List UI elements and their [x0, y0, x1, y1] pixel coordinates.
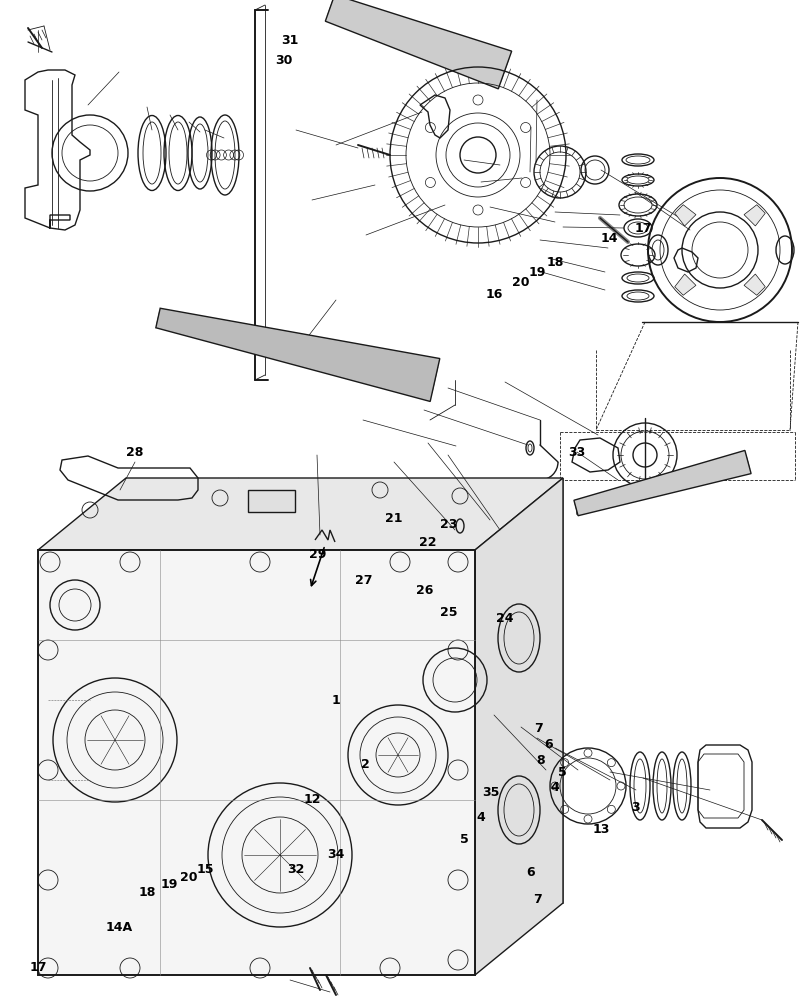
Text: 3: 3 — [630, 801, 638, 814]
Polygon shape — [743, 274, 764, 295]
Text: 27: 27 — [354, 574, 372, 586]
Text: 14: 14 — [600, 232, 618, 244]
Text: 18: 18 — [545, 255, 563, 268]
Text: 5: 5 — [558, 766, 566, 779]
Text: 2: 2 — [361, 758, 369, 772]
Polygon shape — [475, 478, 562, 975]
Text: 5: 5 — [459, 833, 467, 846]
Polygon shape — [126, 478, 562, 903]
Text: 32: 32 — [287, 863, 304, 876]
Text: 17: 17 — [634, 222, 651, 234]
Text: 14A: 14A — [105, 921, 132, 934]
Text: 15: 15 — [196, 863, 214, 876]
Text: 7: 7 — [534, 722, 542, 736]
Text: 35: 35 — [481, 786, 499, 799]
Text: 20: 20 — [180, 871, 198, 884]
Text: 18: 18 — [138, 886, 156, 899]
Text: 28: 28 — [126, 446, 144, 458]
Polygon shape — [674, 205, 695, 226]
Text: 30: 30 — [275, 54, 292, 67]
Text: 31: 31 — [280, 34, 298, 47]
Polygon shape — [38, 478, 562, 550]
Text: 1: 1 — [332, 694, 340, 706]
Polygon shape — [573, 450, 750, 516]
Polygon shape — [674, 274, 695, 295]
Text: 13: 13 — [592, 823, 609, 836]
Text: 8: 8 — [536, 754, 544, 766]
Text: 19: 19 — [528, 265, 545, 278]
Text: 19: 19 — [161, 878, 178, 891]
Text: 25: 25 — [439, 605, 457, 618]
Polygon shape — [325, 0, 511, 89]
Text: 29: 29 — [308, 548, 326, 562]
Text: 23: 23 — [439, 518, 457, 532]
Polygon shape — [156, 308, 439, 401]
Text: 6: 6 — [544, 738, 552, 752]
Polygon shape — [743, 205, 764, 226]
Text: 33: 33 — [568, 446, 585, 458]
Text: 34: 34 — [327, 848, 344, 861]
Text: 4: 4 — [550, 781, 558, 794]
Text: 16: 16 — [485, 288, 503, 302]
Text: 12: 12 — [303, 793, 320, 806]
Text: 6: 6 — [526, 866, 534, 879]
Text: 7: 7 — [532, 893, 540, 906]
Text: 4: 4 — [476, 811, 484, 824]
Text: 20: 20 — [512, 276, 529, 290]
Text: 22: 22 — [418, 536, 436, 550]
Polygon shape — [38, 550, 475, 975]
Text: 21: 21 — [385, 512, 402, 524]
Text: 17: 17 — [30, 961, 47, 974]
Text: 24: 24 — [495, 611, 513, 624]
Text: 26: 26 — [415, 584, 433, 596]
Polygon shape — [247, 490, 295, 512]
